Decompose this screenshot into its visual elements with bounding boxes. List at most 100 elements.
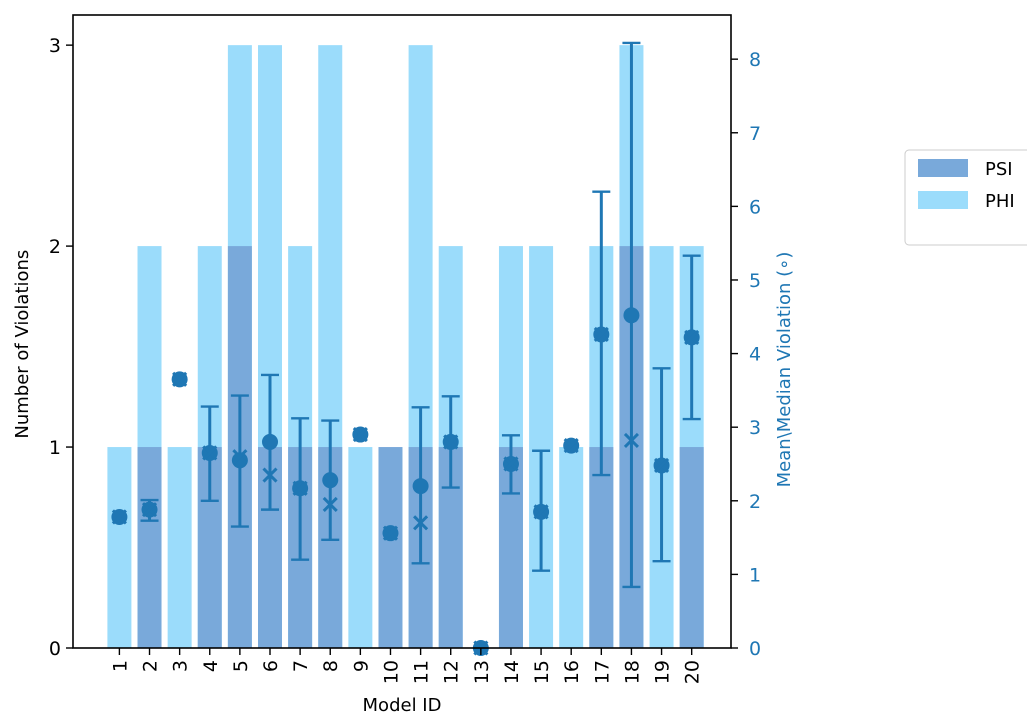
median-marker-5	[232, 449, 248, 465]
plot-frame	[72, 14, 732, 649]
legend-swatch-phi	[918, 191, 968, 209]
y-right-tick-label-0: 0	[749, 638, 761, 660]
x-tick-label-17: 17	[591, 660, 613, 684]
median-marker-stroke	[292, 480, 308, 496]
phi-bar-16	[559, 447, 584, 648]
psi-bar-17	[589, 447, 614, 648]
median-marker-10	[382, 525, 399, 541]
median-marker-stroke	[172, 371, 188, 387]
median-marker-stroke	[563, 438, 579, 454]
median-marker-stroke	[413, 515, 429, 531]
x-tick-label-16: 16	[561, 660, 583, 684]
x-axis-label: Model ID	[363, 695, 442, 716]
median-marker-19	[653, 457, 670, 474]
median-marker-15	[533, 504, 549, 520]
psi-bar-10	[378, 447, 403, 648]
median-marker-stroke	[352, 426, 368, 443]
median-marker-stroke	[262, 467, 278, 483]
median-marker-stroke	[503, 456, 519, 472]
y-right-tick-label-6: 6	[749, 196, 761, 218]
median-marker-3	[172, 371, 188, 387]
median-marker-1	[111, 509, 127, 525]
x-tick-label-5: 5	[230, 660, 252, 672]
phi-bar-1	[107, 447, 132, 648]
psi-bar-20	[679, 447, 704, 648]
median-marker-stroke	[141, 502, 158, 518]
median-marker-6	[262, 467, 278, 483]
median-marker-9	[352, 426, 368, 443]
y-tick-label-3: 3	[49, 35, 61, 57]
y-tick-label-1: 1	[49, 437, 61, 459]
y-axis-label: Number of Violations	[12, 250, 33, 439]
x-tick-label-9: 9	[350, 660, 372, 672]
mean-marker-6	[262, 433, 278, 450]
median-marker-stroke	[111, 509, 127, 525]
x-tick-label-13: 13	[471, 660, 493, 684]
median-marker-stroke	[382, 525, 399, 541]
x-tick-label-15: 15	[531, 660, 553, 684]
median-marker-stroke	[232, 449, 248, 465]
median-marker-8	[322, 496, 338, 513]
x-tick-label-6: 6	[260, 660, 282, 672]
median-marker-18	[623, 432, 640, 448]
legend-label-psi: PSI	[985, 159, 1013, 180]
phi-bar-3	[167, 447, 192, 648]
x-tick-label-7: 7	[290, 660, 312, 672]
left-y-axis: 0 1 2 3	[49, 35, 73, 660]
right-y-axis: 0 1 2 3 4 5 6 7 8	[731, 49, 761, 660]
y-right-tick-label-7: 7	[749, 123, 761, 145]
y-right-tick-label-1: 1	[749, 564, 761, 586]
y-axis-right-label: Mean\Median Violation (∘)	[774, 252, 795, 488]
x-tick-label-14: 14	[501, 660, 523, 684]
median-marker-4	[202, 445, 218, 461]
x-tick-label-11: 11	[411, 660, 433, 684]
x-axis: 1 2 3 4 5 6 7 8 9 10 11 12 13 14 15 16 17 18 19 20	[109, 648, 704, 684]
y-right-tick-label-8: 8	[749, 49, 761, 71]
mean-marker-5	[231, 452, 248, 469]
median-marker-7	[292, 480, 308, 496]
median-marker-stroke	[593, 326, 609, 343]
mean-marker-11	[412, 478, 429, 495]
median-marker-stroke	[533, 504, 549, 520]
x-tick-label-10: 10	[380, 660, 402, 684]
x-tick-label-18: 18	[621, 660, 643, 684]
y-right-tick-label-5: 5	[749, 270, 761, 292]
x-tick-label-2: 2	[140, 660, 162, 672]
median-marker-17	[593, 326, 609, 343]
median-marker-14	[503, 456, 519, 472]
median-marker-2	[141, 502, 158, 518]
x-tick-label-12: 12	[441, 660, 463, 684]
median-marker-11	[413, 515, 429, 531]
median-marker-stroke	[443, 434, 459, 450]
y-tick-label-2: 2	[49, 236, 61, 258]
median-marker-stroke	[653, 457, 670, 474]
phi-bar-9	[348, 447, 373, 648]
psi-bar-2	[137, 447, 162, 648]
x-tick-label-19: 19	[652, 660, 674, 684]
median-marker-stroke	[202, 445, 218, 461]
violation-markers	[111, 307, 700, 656]
y-right-tick-label-4: 4	[749, 344, 761, 366]
median-marker-12	[443, 434, 459, 450]
y-right-tick-label-2: 2	[749, 491, 761, 513]
legend-swatch-psi	[918, 159, 968, 177]
phi-bar-15	[529, 246, 554, 648]
mean-marker-18	[623, 307, 640, 324]
x-tick-label-20: 20	[682, 660, 704, 684]
median-marker-stroke	[322, 496, 338, 513]
psi-bar-14	[498, 447, 523, 648]
x-tick-label-8: 8	[320, 660, 342, 672]
legend-label-phi: PHI	[985, 191, 1015, 212]
y-right-tick-label-3: 3	[749, 417, 761, 439]
phi-bars	[107, 45, 704, 648]
median-marker-16	[563, 438, 579, 454]
x-tick-label-3: 3	[170, 660, 192, 672]
y-tick-label-0: 0	[49, 638, 61, 660]
median-marker-stroke	[623, 432, 640, 448]
x-tick-label-1: 1	[109, 660, 131, 672]
mean-marker-8	[322, 472, 339, 489]
median-marker-20	[684, 329, 700, 345]
legend: PSI PHI	[904, 149, 1027, 246]
